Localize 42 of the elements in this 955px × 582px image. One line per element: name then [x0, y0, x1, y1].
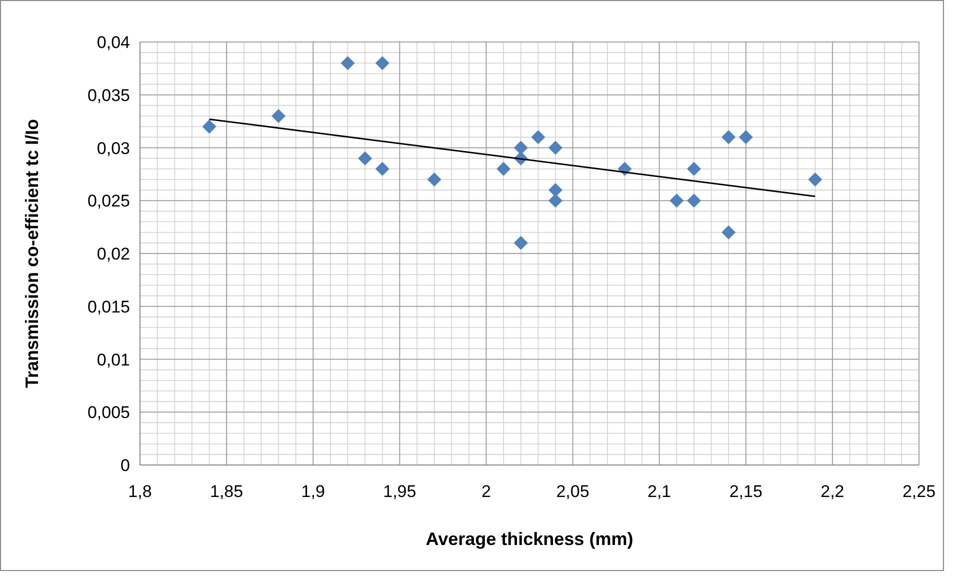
point [202, 120, 216, 134]
x-tick-label: 1,8 [128, 482, 152, 501]
x-tick-label: 2,05 [556, 482, 590, 501]
x-tick-label: 2,25 [902, 482, 936, 501]
x-tick-label: 1,95 [383, 482, 416, 501]
y-tick-label: 0,02 [96, 244, 130, 264]
y-tick-label: 0,015 [87, 297, 130, 316]
point [686, 194, 701, 208]
x-tick-label: 2 [481, 482, 491, 501]
point [722, 225, 736, 240]
point [340, 56, 355, 70]
x-tick-label: 1,85 [210, 482, 244, 501]
y-tick-label: 0,01 [96, 350, 130, 370]
x-tick-label: 1,9 [301, 482, 325, 501]
point [358, 151, 372, 166]
point [548, 194, 562, 208]
point [722, 130, 736, 144]
point [548, 140, 562, 155]
point [738, 130, 753, 144]
point [808, 172, 822, 186]
point [514, 236, 528, 250]
y-tick-label: 0,03 [96, 138, 130, 158]
x-axis-title: Average thickness (mm) [426, 529, 634, 549]
y-tick-label: 0,035 [87, 86, 130, 105]
point [427, 172, 442, 186]
point [686, 162, 701, 176]
y-tick-label: 0,005 [87, 403, 130, 422]
y-tick-label: 0,04 [96, 33, 130, 52]
point [531, 130, 546, 144]
point [375, 56, 390, 70]
y-tick-label: 0,025 [87, 192, 130, 211]
point [670, 194, 684, 208]
y-axis-title: Transmission co-efficient tc I/Io [22, 118, 42, 388]
x-tick-label: 2,1 [648, 482, 672, 501]
x-tick-label: 2,15 [729, 482, 762, 501]
y-tick-label: 0 [120, 456, 130, 475]
point [514, 140, 528, 155]
point [271, 109, 286, 124]
x-tick-label: 2,2 [820, 482, 844, 501]
point [548, 183, 562, 198]
point [375, 162, 390, 176]
point [496, 162, 511, 176]
